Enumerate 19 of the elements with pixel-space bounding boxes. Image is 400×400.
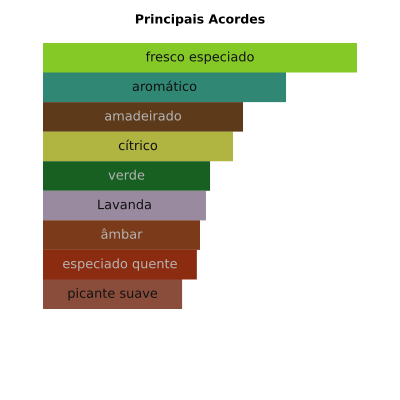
bar [43, 250, 197, 280]
bar [43, 43, 357, 73]
bar [43, 72, 286, 102]
chart-title: Principais Acordes [136, 14, 265, 26]
bar [43, 132, 233, 162]
y-tick-label: Lavanda [98, 199, 151, 210]
bar [43, 220, 200, 250]
y-tick-label: amadeirado [105, 110, 182, 121]
bar [43, 161, 210, 191]
y-tick-label: aromático [132, 80, 196, 92]
y-tick-label: especiado quente [63, 258, 177, 271]
bar [43, 190, 206, 220]
y-tick-label: âmbar [101, 228, 142, 239]
bar [43, 279, 182, 309]
y-tick-label: cítrico [118, 140, 158, 150]
y-tick-label: picante suave [68, 288, 158, 300]
y-tick-label: fresco especiado [146, 52, 254, 64]
bar [43, 102, 244, 132]
y-tick-label: verde [108, 170, 144, 180]
